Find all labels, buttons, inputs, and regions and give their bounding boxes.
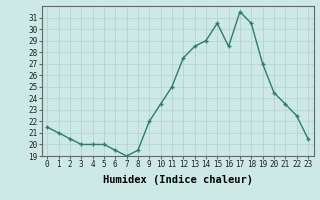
X-axis label: Humidex (Indice chaleur): Humidex (Indice chaleur) <box>103 175 252 185</box>
